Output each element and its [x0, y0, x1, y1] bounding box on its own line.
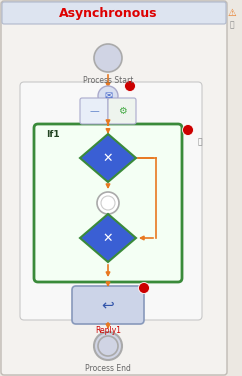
- Circle shape: [124, 80, 136, 91]
- Text: Reply1: Reply1: [95, 326, 121, 335]
- Circle shape: [182, 124, 194, 135]
- Polygon shape: [80, 214, 136, 262]
- FancyBboxPatch shape: [72, 286, 144, 324]
- Circle shape: [101, 196, 115, 210]
- Text: Asynchronous: Asynchronous: [59, 6, 157, 20]
- FancyBboxPatch shape: [2, 2, 226, 24]
- Text: Process Start: Process Start: [83, 76, 133, 85]
- Text: ↩: ↩: [102, 297, 114, 312]
- Text: If1: If1: [46, 130, 60, 139]
- Text: 🗒: 🗒: [198, 138, 202, 147]
- Circle shape: [138, 282, 150, 294]
- FancyBboxPatch shape: [20, 82, 202, 320]
- FancyBboxPatch shape: [1, 1, 227, 375]
- Text: —: —: [89, 106, 99, 116]
- Circle shape: [97, 192, 119, 214]
- Text: 🗒: 🗒: [230, 20, 234, 29]
- Circle shape: [94, 332, 122, 360]
- Circle shape: [94, 44, 122, 72]
- Text: Process End: Process End: [85, 364, 131, 373]
- Polygon shape: [80, 134, 136, 182]
- FancyBboxPatch shape: [34, 124, 182, 282]
- Text: ✉: ✉: [104, 91, 112, 101]
- Circle shape: [98, 86, 118, 106]
- Text: ⚙: ⚙: [118, 106, 126, 116]
- FancyBboxPatch shape: [108, 98, 136, 124]
- FancyBboxPatch shape: [80, 98, 108, 124]
- Text: ✕: ✕: [103, 232, 113, 244]
- Text: ✕: ✕: [103, 152, 113, 165]
- Text: ⚠: ⚠: [228, 8, 236, 18]
- Circle shape: [98, 336, 118, 356]
